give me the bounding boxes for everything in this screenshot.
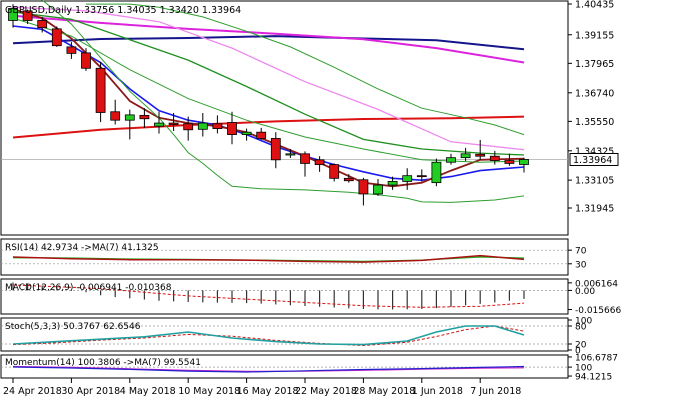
price-tick-label: 1.39155 [575,30,614,41]
stoch-tick-label: 100 [575,317,592,327]
candle-body [8,8,18,21]
stoch-label: Stoch(5,3,3) 50.3767 62.6546 [5,322,141,332]
rsi-label: RSI(14) 42.9734 ->MA(7) 41.1325 [5,243,159,253]
candle-body [300,153,310,164]
candle-body [37,20,48,29]
candle-body [241,131,252,135]
macd-label: MACD(12,26,9) -0.006941 -0.010368 [5,283,172,293]
moving-average-line [86,3,525,136]
macd-tick-label: 0.006164 [575,279,618,289]
candle-body [66,46,77,54]
candle-body [329,164,340,179]
candle-body [489,155,500,161]
candle-body [519,159,529,165]
momentum-label: Momentum(14) 100.3806 ->MA(7) 99.5541 [5,358,201,368]
stoch-tick-label: 20 [575,341,587,351]
date-tick-label: 4 May 2018 [120,386,176,397]
candle-body [22,10,33,21]
momentum-tick-label: 100 [575,364,592,374]
stoch-signal-line [12,325,525,347]
date-tick-label: 7 Jun 2018 [470,386,521,397]
price-panel-frame [0,0,569,236]
macd-tick-label: 0.00 [575,287,595,297]
price-tick-label: 1.34325 [575,146,614,157]
date-tick-label: 30 Apr 2018 [61,386,120,397]
price-tick-label: 1.37965 [575,59,614,70]
price-tick-label: 1.36740 [575,88,614,99]
candle-body [504,160,515,164]
candle-body [81,52,91,69]
candle-body [212,123,223,129]
chart-title: GBPUSD,Daily 1.33756 1.34035 1.33420 1.3… [5,5,241,16]
candle-body [446,157,456,163]
candle-body [51,28,62,47]
last-price-label: 1.33964 [573,155,612,166]
moving-average-line [12,11,525,156]
candle-body [373,184,383,195]
candle-body [183,123,194,131]
date-tick-label: 10 May 2018 [178,386,240,397]
moving-average-line [12,25,525,182]
candle-body [168,122,179,125]
candle-body [270,138,281,161]
candle-body [475,153,486,157]
stoch-tick-label: 0 [575,347,581,357]
macd-signal-line [12,284,525,308]
candle-body [402,175,413,182]
stoch-tick-label: 80 [575,323,587,333]
moving-average-line [12,115,525,139]
rsi-line [12,254,525,263]
price-tick-label: 1.33105 [575,176,614,187]
macd-tick-label: -0.015666 [575,306,621,316]
candle-body [154,122,164,127]
price-tick-label: 1.40435 [575,0,614,11]
moving-average-line [40,0,525,203]
candle-body [416,175,427,178]
momentum-panel-frame [0,354,569,379]
momentum-tick-label: 94.1215 [575,373,612,383]
momentum-tick-label: 106.6787 [575,353,618,363]
date-tick-label: 24 Apr 2018 [3,386,62,397]
date-tick-label: 22 May 2018 [295,386,357,397]
candle-body [256,131,267,139]
candle-body [197,122,208,130]
rsi-tick-label: 30 [575,260,587,270]
candle-body [343,177,354,182]
candle-body [460,153,471,159]
candle-body [285,153,296,156]
last-price-box [569,152,619,166]
candle-body [227,122,237,135]
date-tick-label: 1 Jun 2018 [412,386,463,397]
price-tick-label: 1.31945 [575,204,614,215]
candle-body [431,161,442,184]
candle-body [387,181,398,186]
candle-body [110,111,121,121]
stoch-panel-frame [0,317,569,352]
date-tick-label: 16 May 2018 [237,386,299,397]
candle-body [314,159,325,166]
candle-body [95,67,106,113]
momentum-line [12,365,525,373]
date-tick-label: 28 May 2018 [353,386,415,397]
moving-average-line [12,14,525,64]
candle-body [139,114,150,120]
candle-body [124,114,135,121]
price-tick-label: 1.35550 [575,117,614,128]
stoch-main-line [12,325,525,346]
moving-average-line [12,35,525,51]
macd-panel-frame [0,278,569,315]
rsi-tick-label: 70 [575,247,587,257]
rsi-panel-frame [0,238,569,276]
candle-body [358,179,369,195]
moving-average-line [12,6,525,151]
